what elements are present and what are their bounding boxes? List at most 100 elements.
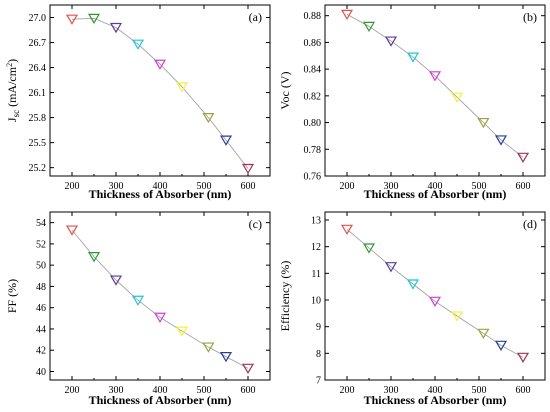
x-tick-label: 500 xyxy=(197,181,212,192)
data-point xyxy=(384,36,398,47)
x-tick-label: 200 xyxy=(340,181,355,192)
y-tick-label: 48 xyxy=(36,282,46,293)
y-tick-label: 13 xyxy=(311,216,321,227)
data-point xyxy=(87,252,101,263)
data-point xyxy=(494,340,508,352)
y-tick-label: 11 xyxy=(311,269,321,280)
x-tick-label: 600 xyxy=(241,181,256,192)
series-line xyxy=(346,229,524,358)
y-tick-label: 25.5 xyxy=(29,138,47,149)
data-point xyxy=(219,352,233,363)
data-point xyxy=(175,82,189,93)
data-point xyxy=(428,296,442,308)
y-tick-label: 0.86 xyxy=(304,38,322,49)
y-tick-label: 54 xyxy=(36,218,46,229)
y-tick-label: 52 xyxy=(36,239,46,250)
x-axis-title: Thickness of Absorber (nm) xyxy=(364,187,507,201)
data-point xyxy=(406,279,420,290)
data-point xyxy=(153,59,167,70)
x-tick-label: 200 xyxy=(65,181,80,192)
x-tick-label: 400 xyxy=(153,385,168,396)
data-point xyxy=(362,21,376,33)
x-tick-label: 200 xyxy=(65,385,80,396)
panel-label: (b) xyxy=(523,10,537,24)
y-tick-label: 0.82 xyxy=(304,91,322,102)
x-tick-label: 500 xyxy=(197,385,212,396)
data-point xyxy=(477,117,490,129)
panel-b: 200 300 400 500 600 0.76 0.78 0.80 0.82 0.84 0.86 0… xyxy=(278,4,546,201)
plot-frame xyxy=(324,4,546,177)
panel-c: 200 300 400 500 600 40 42 44 46 48 50 52 54 Thickness… xyxy=(5,211,271,407)
panel-d: 200 300 400 500 600 7 8 9 10 11 12 13 Thickness of A… xyxy=(278,211,546,407)
data-point xyxy=(384,262,398,273)
y-tick-label: 0.84 xyxy=(304,65,322,76)
x-axis-title: Thickness of Absorber (nm) xyxy=(89,187,232,201)
data-point xyxy=(450,92,464,103)
data-point xyxy=(241,363,255,374)
x-tick-label: 600 xyxy=(516,181,531,192)
data-point xyxy=(202,342,215,353)
x-tick-label: 500 xyxy=(472,385,487,396)
x-tick-label: 200 xyxy=(340,385,355,396)
x-axis-title: Thickness of Absorber (nm) xyxy=(89,393,232,407)
data-point xyxy=(406,52,420,63)
x-tick-label: 300 xyxy=(384,181,399,192)
y-tick-label: 50 xyxy=(36,261,46,272)
y-tick-label: 7 xyxy=(316,376,321,387)
y-tick-label: 0.88 xyxy=(304,11,322,22)
y-tick-label: 8 xyxy=(316,349,321,360)
x-tick-label: 500 xyxy=(472,181,487,192)
y-tick-label: 46 xyxy=(36,303,46,314)
x-tick-label: 600 xyxy=(241,385,256,396)
series-line xyxy=(71,17,249,169)
data-point xyxy=(340,224,354,236)
data-point xyxy=(516,352,530,364)
y-axis-title: FF (%) xyxy=(5,279,19,313)
y-tick-label: 26.4 xyxy=(29,63,47,74)
data-point xyxy=(153,312,167,323)
x-tick-label: 600 xyxy=(516,385,531,396)
panel-label: (d) xyxy=(523,217,537,231)
panel-label: (a) xyxy=(249,10,262,24)
series-line xyxy=(346,14,524,158)
x-tick-label: 300 xyxy=(109,181,124,192)
data-point xyxy=(131,295,145,306)
data-point xyxy=(494,135,508,146)
y-tick-label: 25.2 xyxy=(29,163,47,174)
y-tick-label: 27.0 xyxy=(29,13,47,24)
data-point xyxy=(65,225,79,236)
x-tick-label: 300 xyxy=(384,385,399,396)
data-point xyxy=(109,275,123,286)
y-tick-label: 10 xyxy=(311,296,321,307)
y-tick-label: 25.8 xyxy=(29,113,47,124)
panel-label: (c) xyxy=(249,217,262,231)
y-tick-label: 9 xyxy=(316,322,321,333)
data-point xyxy=(202,113,215,124)
data-point xyxy=(109,22,123,34)
data-point xyxy=(175,326,189,337)
y-tick-label: 26.7 xyxy=(29,38,47,49)
y-tick-label: 42 xyxy=(36,346,46,357)
y-tick-label: 44 xyxy=(36,324,46,335)
x-tick-label: 400 xyxy=(428,181,443,192)
y-axis-title: Jsc (mA/cm2) xyxy=(5,59,21,122)
plot-frame xyxy=(324,211,546,381)
y-tick-label: 12 xyxy=(311,242,321,253)
data-point xyxy=(65,14,79,25)
plot-frame xyxy=(49,211,271,381)
y-tick-label: 0.76 xyxy=(304,172,322,183)
data-point xyxy=(362,243,376,254)
data-point xyxy=(477,328,490,340)
data-point xyxy=(131,39,145,50)
y-tick-label: 26.1 xyxy=(29,88,47,99)
data-point xyxy=(516,152,530,163)
data-point xyxy=(428,71,442,82)
panel-a: 200 300 400 500 600 25.2 25.5 25.8 26.1 26.4 26.7 2… xyxy=(5,4,271,201)
y-axis-title: Efficiency (%) xyxy=(278,261,292,332)
x-tick-label: 400 xyxy=(153,181,168,192)
data-point xyxy=(219,135,233,146)
data-point xyxy=(241,163,255,175)
x-axis-title: Thickness of Absorber (nm) xyxy=(364,393,507,407)
data-point xyxy=(340,9,354,21)
data-point xyxy=(87,13,101,25)
